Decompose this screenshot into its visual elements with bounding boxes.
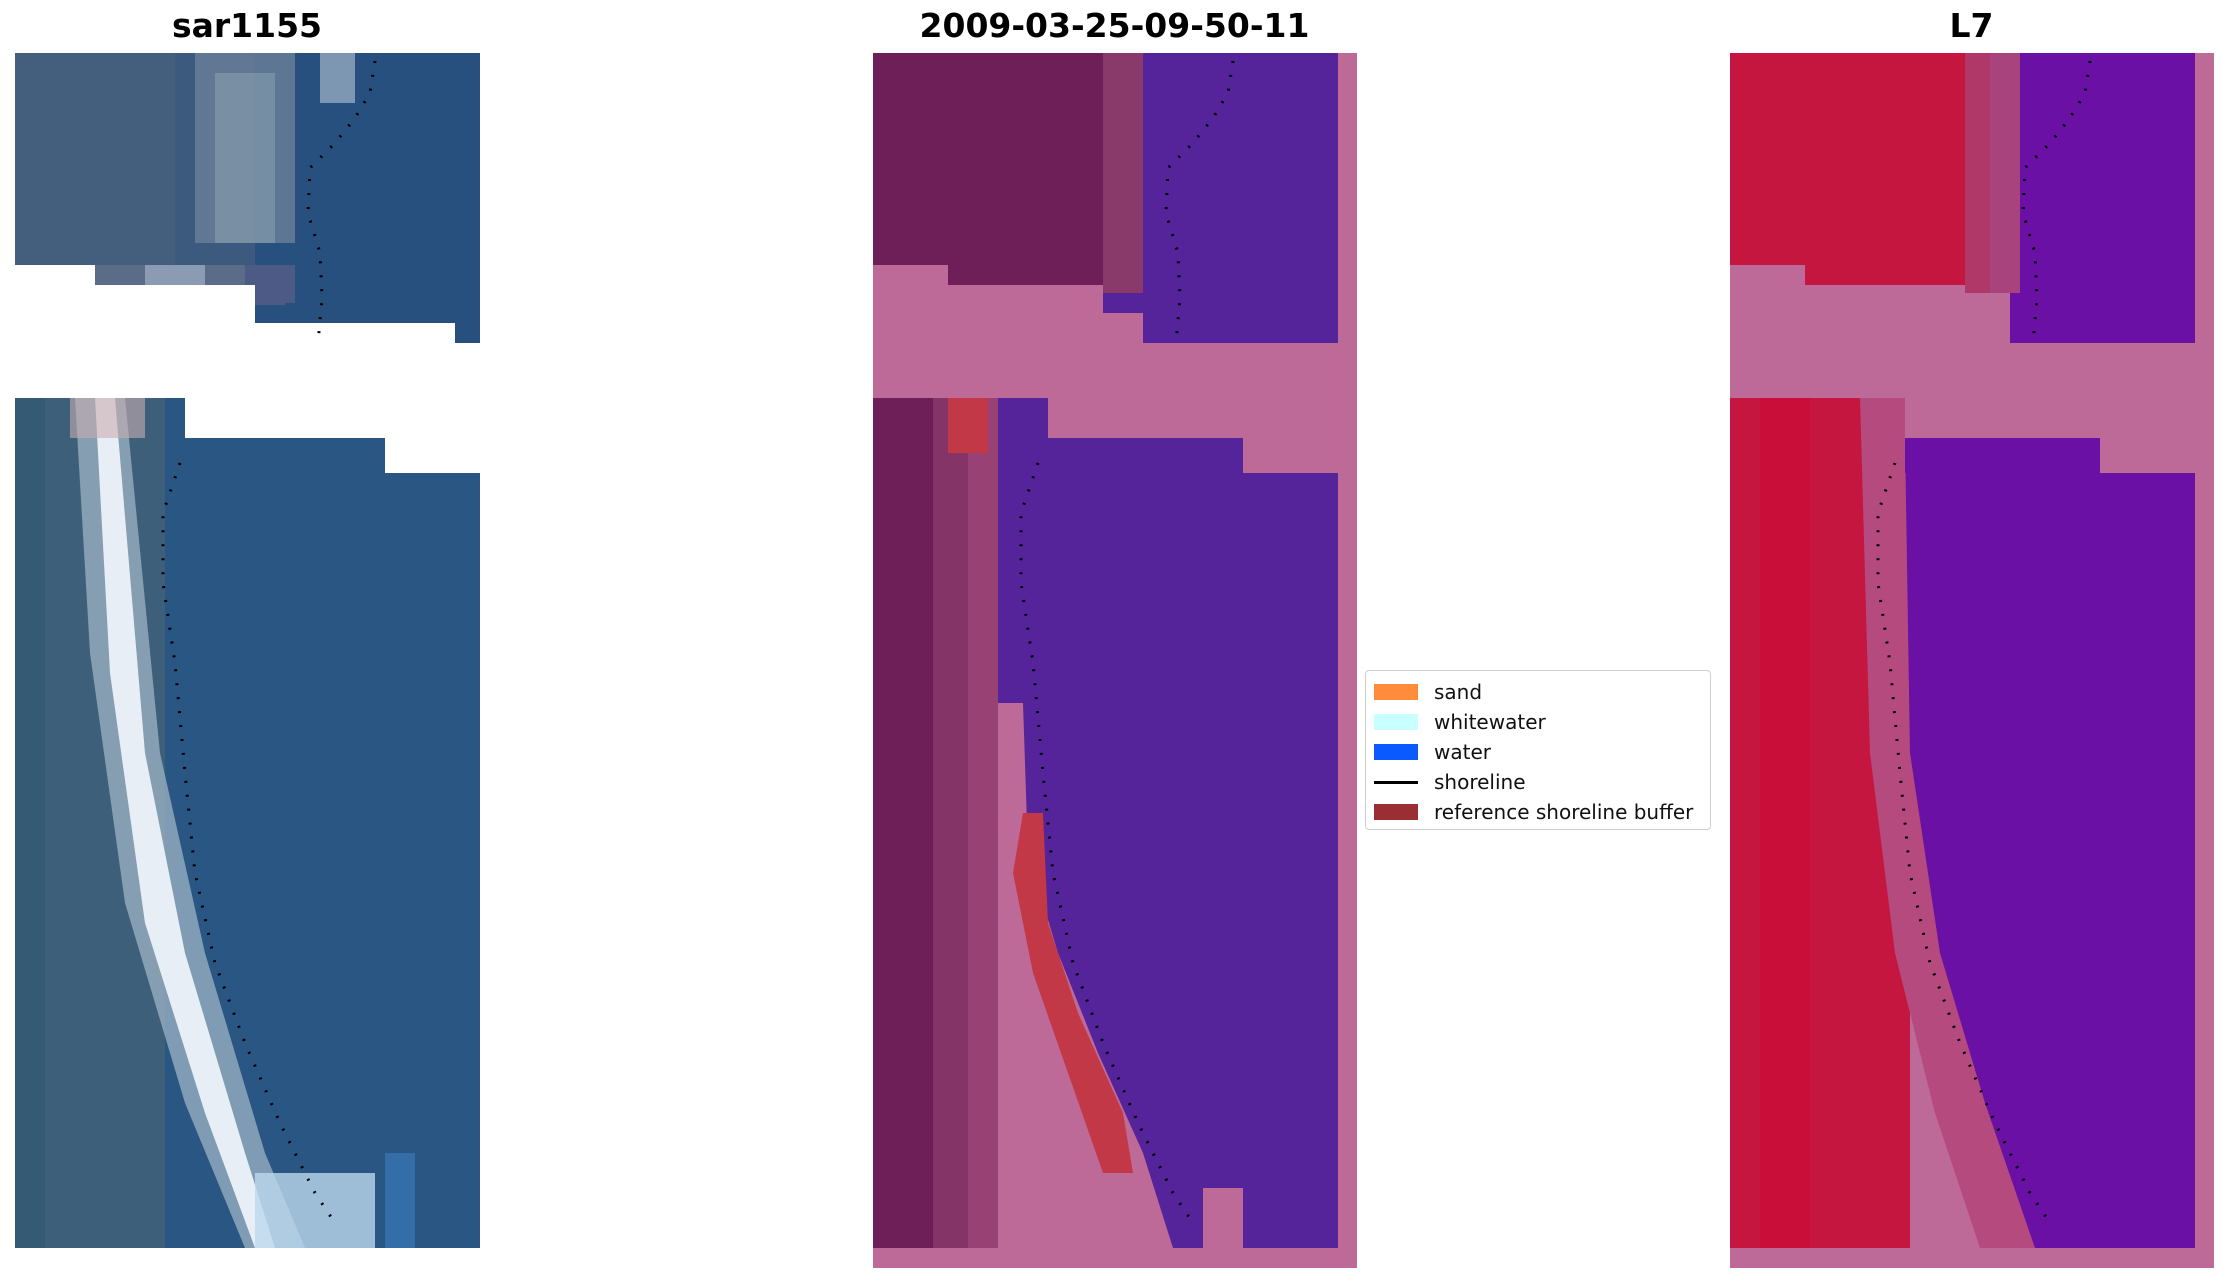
- whitewater-swatch: [1374, 714, 1418, 730]
- rgb-image: [15, 53, 480, 1248]
- water-swatch: [1374, 744, 1418, 760]
- legend-item-water: water: [1374, 737, 1702, 767]
- legend-label-whitewater: whitewater: [1434, 710, 1546, 734]
- ndwi-image-panel: [1730, 53, 2214, 1268]
- classification-image: [873, 53, 1357, 1268]
- panel-title-date: 2009-03-25-09-50-11: [919, 6, 1310, 45]
- legend-item-whitewater: whitewater: [1374, 707, 1702, 737]
- rgb-image-panel: [15, 53, 480, 1248]
- reference-buffer-swatch: [1374, 804, 1418, 820]
- legend-label-water: water: [1434, 740, 1491, 764]
- classification-image-panel: [873, 53, 1357, 1268]
- legend-item-sand: sand: [1374, 677, 1702, 707]
- ndwi-image: [1730, 53, 2214, 1268]
- legend-label-sand: sand: [1434, 680, 1483, 704]
- legend-label-reference-buffer: reference shoreline buffer: [1434, 800, 1694, 824]
- panel-title-sar1155: sar1155: [171, 6, 323, 45]
- shoreline-swatch: [1374, 780, 1418, 784]
- legend-label-shoreline: shoreline: [1434, 770, 1526, 794]
- legend-item-shoreline: shoreline: [1374, 767, 1702, 797]
- panel-title-l7: L7: [1949, 6, 1994, 45]
- legend: sand whitewater water shoreline referenc…: [1365, 670, 1711, 830]
- sand-swatch: [1374, 684, 1418, 700]
- legend-item-reference-buffer: reference shoreline buffer: [1374, 797, 1702, 827]
